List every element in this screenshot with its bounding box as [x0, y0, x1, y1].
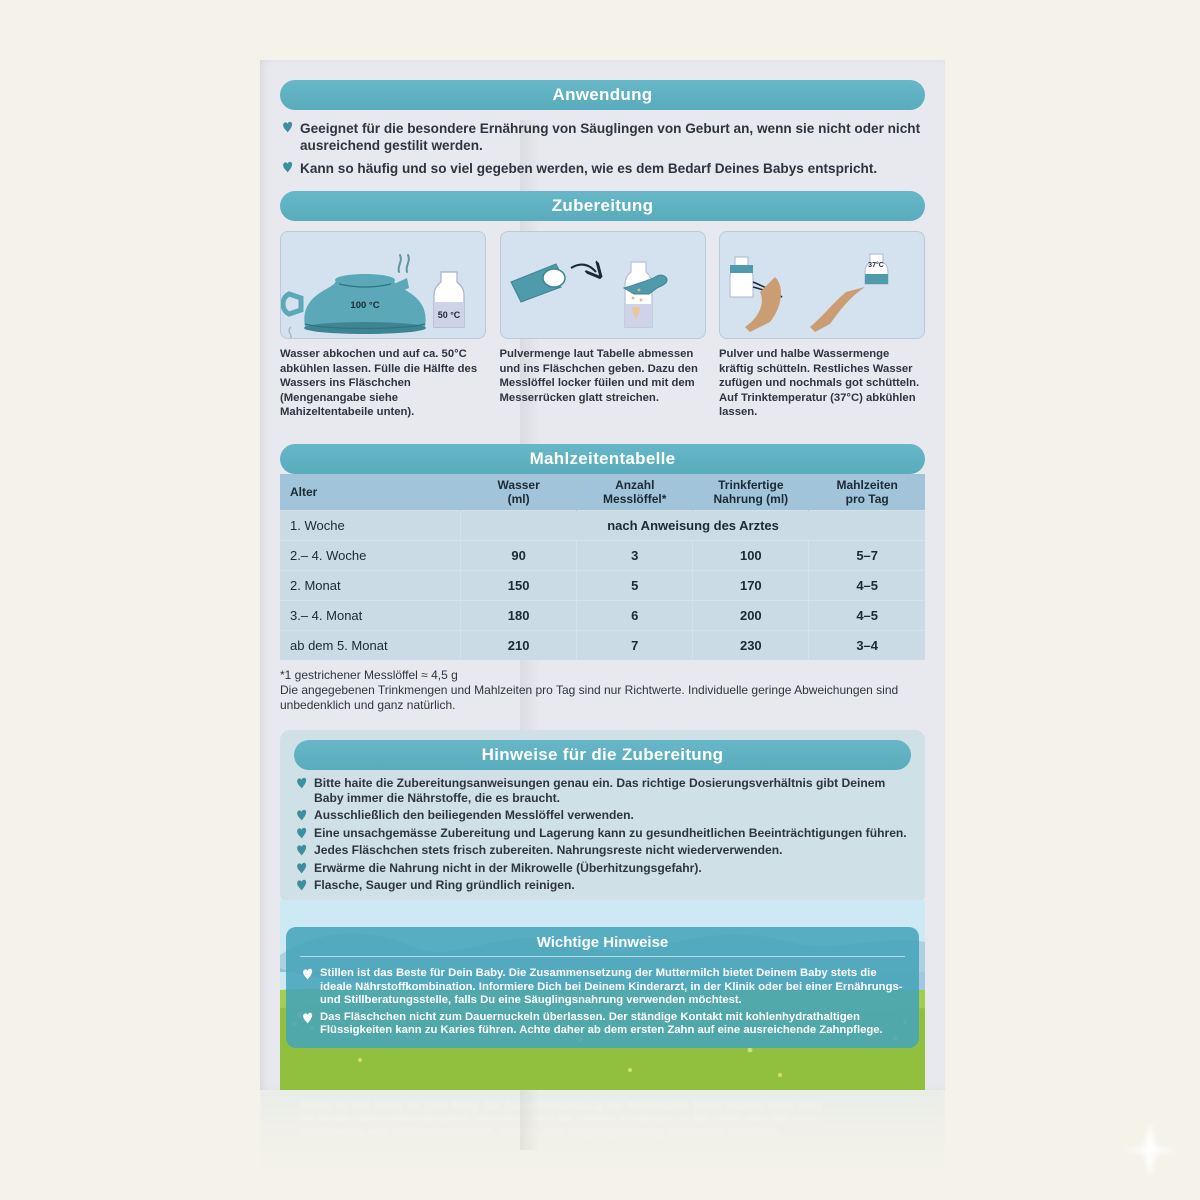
svg-text:37°C: 37°C: [868, 261, 884, 269]
svg-text:100 °C: 100 °C: [350, 300, 379, 311]
svg-text:50 °C: 50 °C: [438, 310, 461, 320]
